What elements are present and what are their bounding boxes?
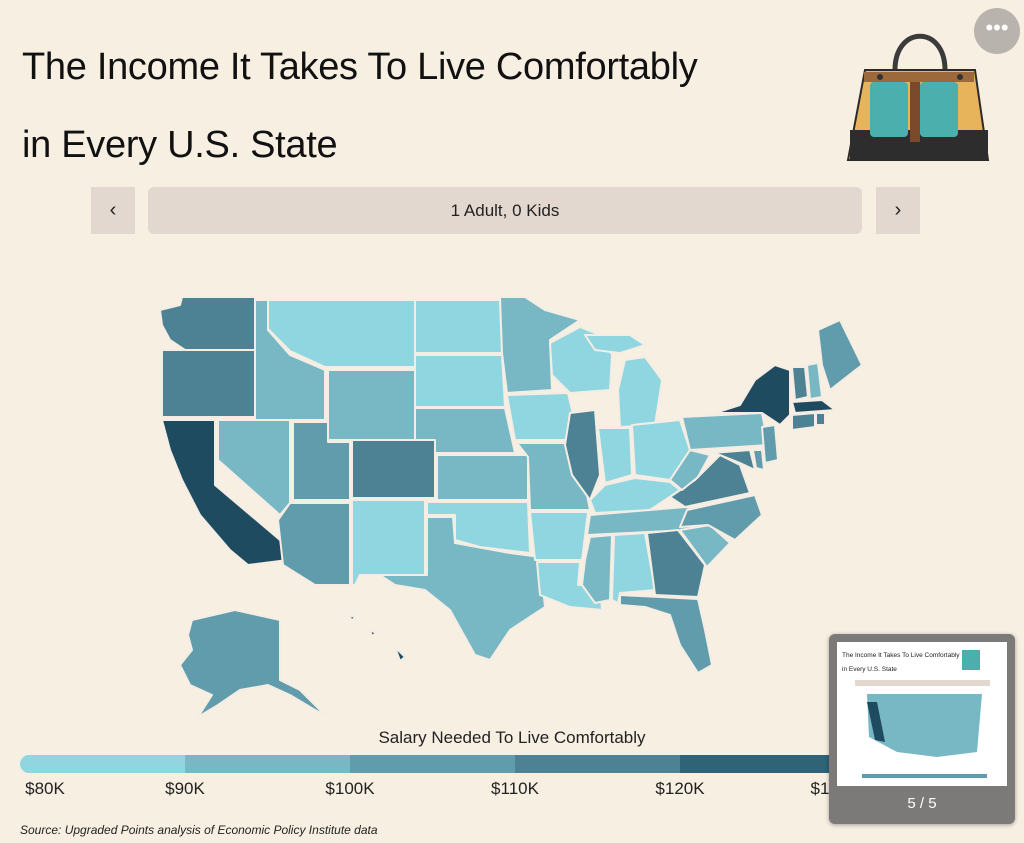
page-title: The Income It Takes To Live Comfortably … [22, 28, 698, 184]
state-michigan-up[interactable] [584, 334, 646, 354]
state-west-virginia[interactable] [669, 449, 711, 491]
state-arizona[interactable] [277, 502, 351, 586]
mini-map [855, 650, 990, 778]
mini-title-line-1: The Income It Takes To Live Comfortably [842, 652, 960, 659]
state-north-carolina[interactable] [679, 494, 763, 541]
chevron-right-icon: › [894, 199, 902, 221]
title-line-1: The Income It Takes To Live Comfortably [22, 46, 698, 88]
previous-button[interactable]: ‹ [91, 187, 135, 234]
legend-swatch-2 [185, 755, 350, 773]
state-mississippi[interactable] [581, 534, 613, 604]
title-line-2: in Every U.S. State [22, 124, 338, 166]
scenario-label: 1 Adult, 0 Kids [450, 201, 560, 220]
state-colorado[interactable] [351, 439, 436, 499]
state-iowa[interactable] [506, 392, 576, 441]
legend-tick-label: $90K [165, 779, 205, 798]
state-oregon[interactable] [161, 349, 256, 418]
state-new-york[interactable] [714, 364, 791, 426]
state-arkansas[interactable] [529, 511, 589, 561]
state-maine[interactable] [817, 319, 863, 391]
state-massachusetts[interactable] [791, 399, 836, 414]
state-pennsylvania[interactable] [681, 412, 769, 451]
state-alabama[interactable] [611, 532, 656, 604]
next-button[interactable]: › [876, 187, 920, 234]
state-kentucky[interactable] [589, 477, 681, 514]
state-michigan[interactable] [617, 356, 663, 428]
state-new-hampshire[interactable] [806, 362, 823, 400]
legend-swatch-1 [20, 755, 185, 773]
ellipsis-icon: ••• [985, 15, 1009, 40]
state-california[interactable] [161, 419, 289, 566]
legend-tick-label: $1 [810, 779, 830, 798]
us-choropleth-map [159, 296, 863, 718]
chevron-left-icon: ‹ [109, 199, 117, 221]
more-options-button[interactable]: ••• [974, 8, 1020, 54]
state-south-dakota[interactable] [414, 354, 506, 408]
handbag-icon [846, 33, 990, 161]
state-south-carolina[interactable] [679, 524, 731, 568]
state-rhode-island[interactable] [815, 412, 826, 426]
state-north-dakota[interactable] [414, 299, 503, 354]
mini-title-line-2: in Every U.S. State [842, 666, 897, 673]
legend-swatch-4 [515, 755, 680, 773]
legend-tick-label: $100K [325, 779, 375, 798]
state-minnesota[interactable] [499, 296, 581, 394]
legend-tick-label: $110K [491, 779, 539, 798]
state-connecticut[interactable] [791, 412, 816, 431]
state-washington[interactable] [159, 296, 256, 351]
state-maryland[interactable] [711, 449, 756, 471]
state-indiana[interactable] [597, 427, 633, 484]
legend-swatch-3 [350, 755, 515, 773]
state-alaska[interactable] [179, 609, 326, 718]
legend-tick-label: $80K [25, 779, 65, 798]
legend-title: Salary Needed To Live Comfortably [378, 728, 646, 747]
source-note: Source: Upgraded Points analysis of Econ… [20, 823, 378, 837]
state-oklahoma[interactable] [426, 501, 531, 554]
legend-tick-label: $120K [655, 779, 705, 798]
slide-thumbnail[interactable]: The Income It Takes To Live Comfortably … [829, 634, 1015, 824]
state-kansas[interactable] [436, 454, 529, 501]
state-nebraska[interactable] [414, 407, 516, 454]
color-legend [20, 755, 1010, 773]
thumbnail-preview: The Income It Takes To Live Comfortably … [837, 642, 1007, 786]
state-texas[interactable] [379, 516, 546, 661]
state-new-jersey[interactable] [761, 424, 779, 464]
scenario-selector[interactable]: 1 Adult, 0 Kids [148, 187, 862, 234]
state-utah[interactable] [292, 421, 351, 501]
thumbnail-page-counter: 5 / 5 [907, 795, 937, 812]
state-vermont[interactable] [791, 366, 809, 401]
legend-swatch-5 [680, 755, 845, 773]
state-florida[interactable] [619, 594, 713, 674]
state-delaware[interactable] [752, 449, 765, 471]
state-new-mexico[interactable] [351, 499, 426, 586]
state-wyoming[interactable] [327, 369, 416, 441]
state-hawaii[interactable] [349, 614, 406, 662]
state-georgia[interactable] [646, 529, 706, 598]
